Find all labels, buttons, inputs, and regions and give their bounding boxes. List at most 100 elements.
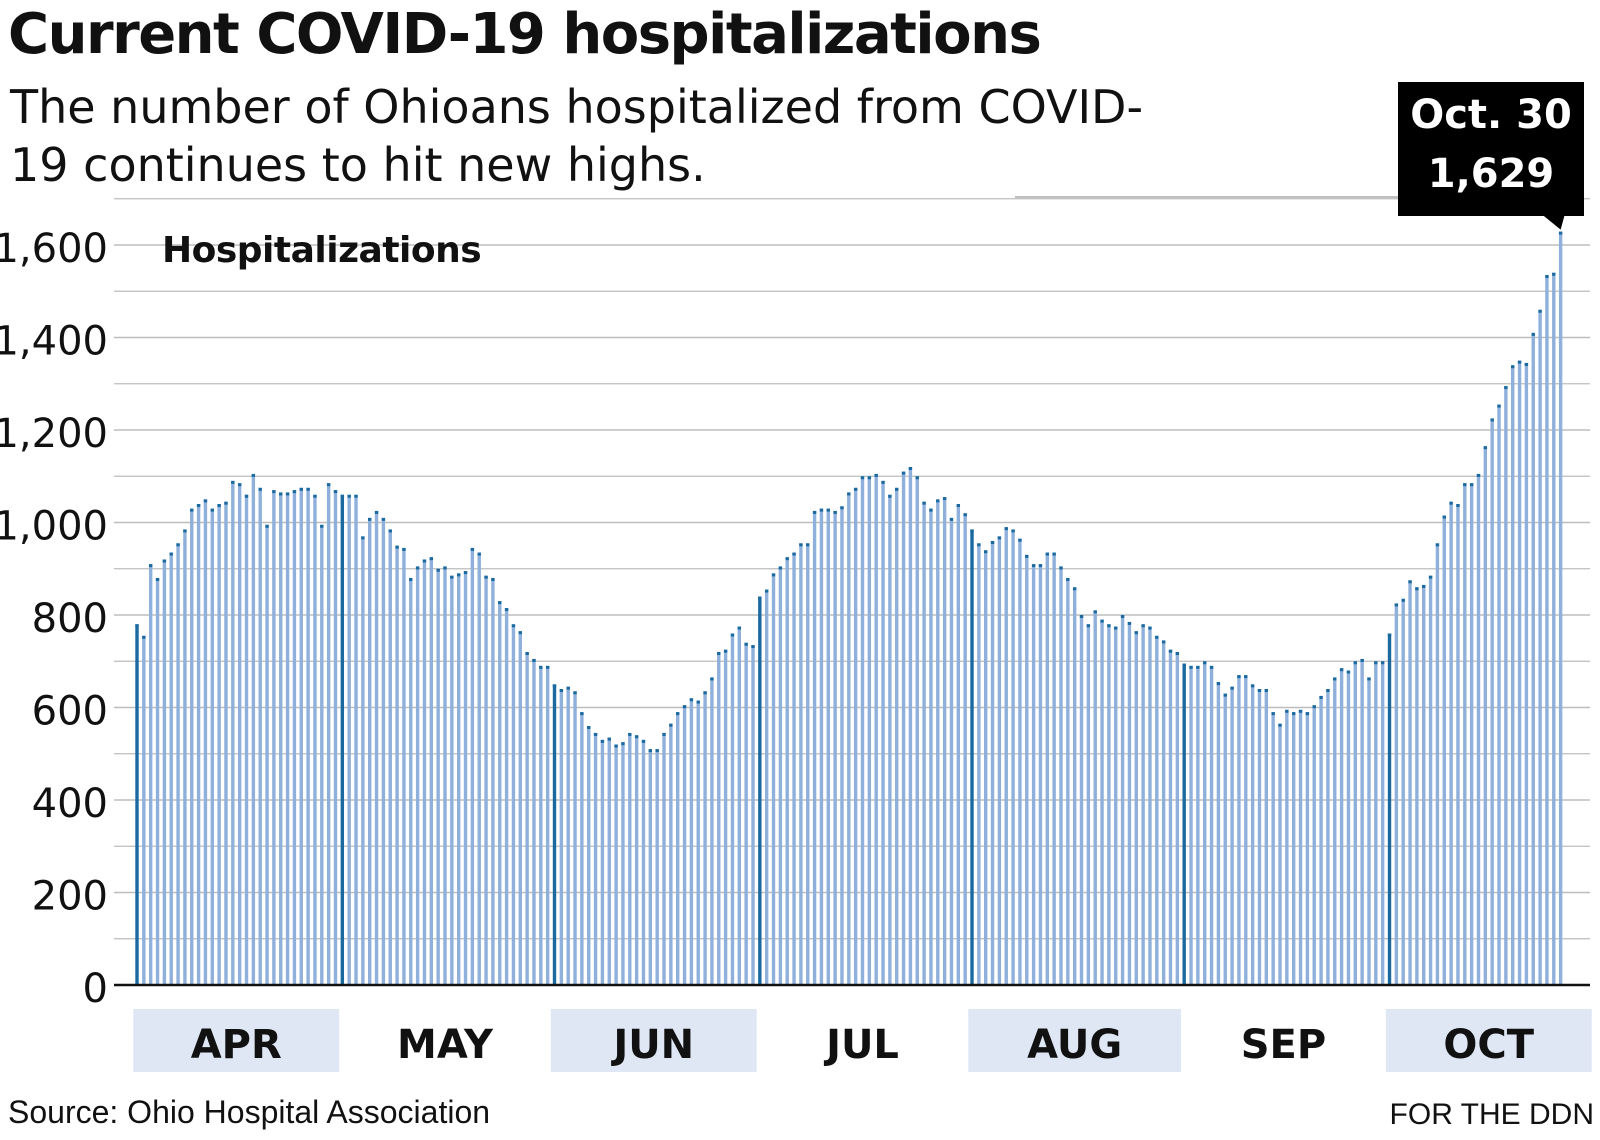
bar-cap [525, 652, 529, 655]
bar [1031, 564, 1036, 985]
bar [463, 571, 468, 985]
bar [135, 624, 139, 985]
bar [723, 649, 728, 985]
bar [977, 543, 981, 985]
bar-cap [169, 552, 173, 556]
bar-cap [1524, 362, 1529, 366]
bar [388, 529, 392, 985]
bar-cap [409, 578, 413, 581]
bar-cap [251, 473, 256, 477]
bar [237, 483, 242, 985]
bar-cap [1203, 661, 1207, 665]
bar [491, 578, 495, 985]
bar-cap [1278, 723, 1282, 727]
bar [415, 566, 420, 985]
bar-cap [306, 487, 310, 491]
bar-cap [1476, 473, 1481, 477]
bar-cap [1483, 446, 1488, 450]
bar-cap [1504, 386, 1508, 390]
bar [443, 566, 447, 985]
bar [1059, 566, 1063, 985]
bar [703, 691, 707, 985]
bar [1476, 473, 1481, 985]
bar [347, 494, 351, 985]
bar-cap [744, 642, 748, 646]
bar [730, 633, 735, 985]
bar [634, 735, 639, 985]
bar [936, 499, 940, 985]
bar [785, 557, 789, 985]
bar-cap [190, 508, 194, 512]
bar [799, 543, 803, 985]
bar [450, 575, 454, 985]
bar-cap [1127, 621, 1132, 625]
bar [1558, 231, 1563, 985]
bar [655, 749, 659, 985]
y-tick-label: 1,400 [0, 319, 108, 365]
bar-cap [764, 589, 769, 593]
bar [1216, 682, 1221, 985]
bar-cap [682, 705, 687, 709]
bar [477, 552, 481, 985]
bar [559, 689, 564, 985]
bar-cap [511, 624, 516, 628]
y-tick-label: 1,600 [0, 226, 108, 272]
bar-cap [648, 749, 653, 753]
bar [1100, 619, 1104, 985]
bar-cap [231, 480, 235, 484]
bar [320, 524, 324, 985]
bar-cap [1052, 552, 1056, 556]
bar-cap [888, 494, 892, 498]
bar [1524, 362, 1529, 985]
bar-cap [320, 524, 324, 528]
bar-cap [1312, 705, 1316, 709]
bar [1011, 529, 1015, 985]
bar-cap [1422, 584, 1426, 588]
y-tick-label: 0 [83, 966, 108, 1012]
bar [1079, 615, 1084, 985]
bar-cap [196, 504, 201, 507]
bar-cap [689, 698, 694, 702]
bar-cap [333, 490, 338, 494]
bar-cap [1291, 712, 1296, 716]
bar [1339, 668, 1344, 985]
bar [867, 476, 872, 985]
bar-cap [1319, 695, 1323, 699]
bar-cap [265, 524, 269, 528]
bar-cap [1066, 578, 1070, 581]
callout-date: Oct. 30 [1410, 92, 1572, 138]
bar-cap [559, 689, 564, 692]
bar-cap [840, 506, 844, 510]
bar [956, 504, 961, 985]
bar-cap [580, 712, 584, 716]
bar [162, 559, 167, 985]
bar-cap [1141, 624, 1145, 628]
bar-cap [1380, 661, 1385, 665]
bar-cap [484, 575, 488, 579]
bar-cap [1353, 661, 1357, 665]
bar [1435, 543, 1440, 985]
bar [518, 631, 522, 985]
bar [306, 487, 310, 985]
bar-cap [1408, 580, 1412, 584]
bar [593, 732, 598, 985]
bar [1326, 689, 1330, 985]
bar [1490, 418, 1494, 985]
bar [1285, 709, 1289, 985]
bar-cap [326, 483, 331, 487]
bar-cap [573, 691, 577, 695]
bar-cap [1367, 677, 1371, 681]
bar [840, 506, 844, 985]
bar [1004, 527, 1008, 985]
bar [737, 626, 742, 985]
bar [963, 513, 967, 985]
bar-cap [1435, 543, 1440, 547]
bar-cap [628, 732, 632, 736]
bar-cap [778, 566, 783, 570]
bar-cap [1469, 483, 1474, 487]
bar [545, 665, 550, 985]
bar [258, 487, 262, 985]
bar [895, 487, 899, 985]
bar-cap [1237, 675, 1241, 679]
